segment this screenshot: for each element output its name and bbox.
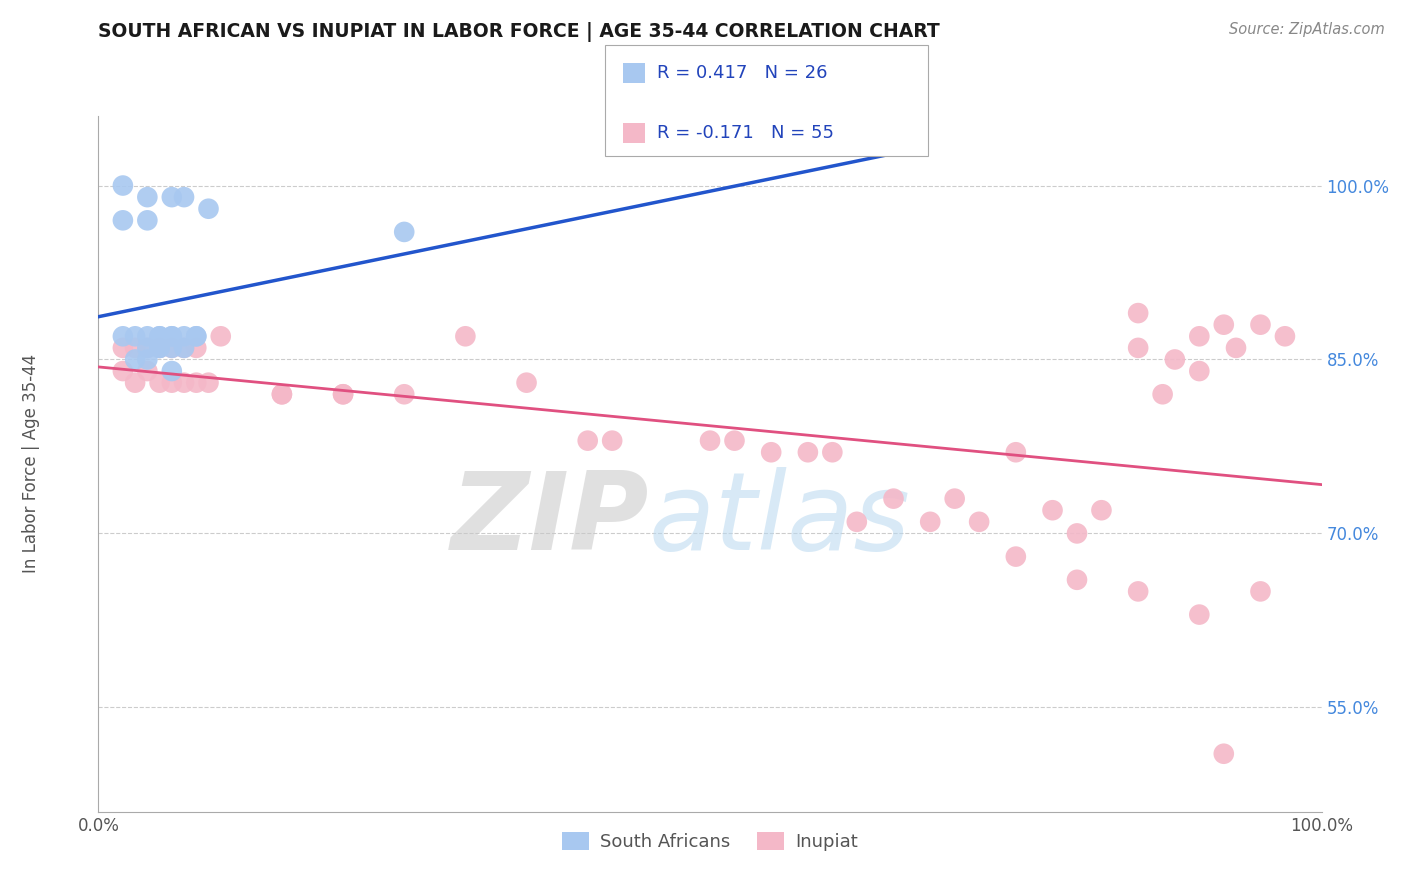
Point: [1066, 526, 1088, 541]
Point: [332, 387, 354, 401]
Point: [186, 341, 208, 355]
Point: [1212, 318, 1234, 332]
Point: [723, 434, 745, 448]
Point: [515, 376, 537, 390]
Point: [149, 341, 172, 355]
Point: [186, 329, 208, 343]
Point: [209, 329, 232, 343]
Point: [160, 329, 183, 343]
Point: [111, 213, 134, 227]
Point: [160, 341, 183, 355]
Point: [124, 329, 146, 343]
Point: [136, 213, 159, 227]
Text: In Labor Force | Age 35-44: In Labor Force | Age 35-44: [22, 354, 39, 574]
Point: [821, 445, 844, 459]
Point: [1004, 445, 1026, 459]
Point: [136, 329, 159, 343]
Point: [920, 515, 942, 529]
Point: [149, 341, 172, 355]
Point: [173, 190, 195, 204]
Point: [173, 329, 195, 343]
Point: [699, 434, 721, 448]
Point: [1164, 352, 1187, 367]
Point: [160, 364, 183, 378]
Point: [761, 445, 783, 459]
Point: [1042, 503, 1064, 517]
Point: [111, 364, 134, 378]
Point: [270, 387, 294, 401]
Point: [454, 329, 477, 343]
Point: [160, 329, 183, 343]
Point: [186, 329, 208, 343]
Point: [111, 178, 134, 193]
Text: ZIP: ZIP: [450, 467, 648, 573]
Point: [1188, 364, 1211, 378]
Point: [124, 341, 146, 355]
Point: [1128, 306, 1150, 320]
Point: [967, 515, 990, 529]
Point: [1152, 387, 1174, 401]
Point: [600, 434, 623, 448]
Point: [576, 434, 599, 448]
Point: [1128, 584, 1150, 599]
Text: R = -0.171   N = 55: R = -0.171 N = 55: [657, 124, 834, 142]
Point: [1249, 584, 1271, 599]
Point: [1188, 607, 1211, 622]
Point: [136, 352, 159, 367]
Point: [392, 387, 416, 401]
Point: [332, 387, 354, 401]
Point: [136, 364, 159, 378]
Point: [197, 202, 219, 216]
Point: [392, 225, 416, 239]
Point: [1004, 549, 1026, 564]
Point: [1212, 747, 1234, 761]
Point: [1188, 329, 1211, 343]
Text: R = 0.417   N = 26: R = 0.417 N = 26: [657, 64, 827, 82]
Text: Source: ZipAtlas.com: Source: ZipAtlas.com: [1229, 22, 1385, 37]
Point: [797, 445, 820, 459]
Point: [1249, 318, 1271, 332]
Point: [136, 341, 159, 355]
Point: [149, 329, 172, 343]
Point: [149, 329, 172, 343]
Point: [1090, 503, 1112, 517]
Point: [160, 341, 183, 355]
Point: [883, 491, 905, 506]
Text: SOUTH AFRICAN VS INUPIAT IN LABOR FORCE | AGE 35-44 CORRELATION CHART: SOUTH AFRICAN VS INUPIAT IN LABOR FORCE …: [98, 22, 941, 42]
Point: [1128, 341, 1150, 355]
Point: [186, 376, 208, 390]
Point: [1225, 341, 1247, 355]
Point: [136, 190, 159, 204]
Point: [149, 376, 172, 390]
Point: [270, 387, 294, 401]
Point: [173, 341, 195, 355]
Point: [111, 341, 134, 355]
Point: [1274, 329, 1296, 343]
Point: [124, 352, 146, 367]
Point: [136, 341, 159, 355]
Point: [111, 329, 134, 343]
Point: [173, 341, 195, 355]
Point: [160, 376, 183, 390]
Point: [1066, 573, 1088, 587]
Point: [149, 341, 172, 355]
Point: [124, 376, 146, 390]
Point: [197, 376, 219, 390]
Point: [160, 190, 183, 204]
Point: [943, 491, 966, 506]
Point: [173, 376, 195, 390]
Text: atlas: atlas: [648, 467, 911, 572]
Legend: South Africans, Inupiat: South Africans, Inupiat: [555, 824, 865, 858]
Point: [845, 515, 868, 529]
